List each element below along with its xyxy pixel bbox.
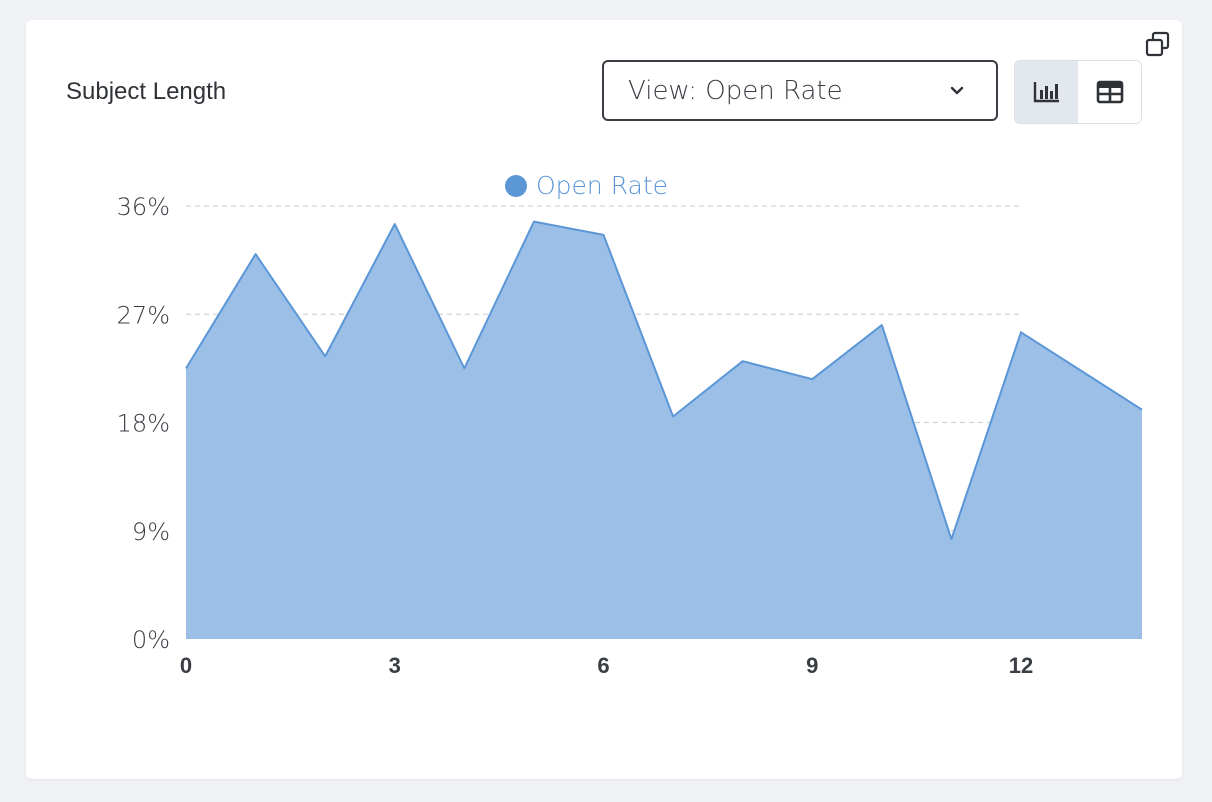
x-tick-label: 12 [1009,653,1033,678]
table-icon [1096,80,1123,104]
view-select-dropdown[interactable]: View: Open Rate [602,60,998,121]
legend-marker [505,175,527,197]
chevron-down-icon [950,86,964,94]
view-select-label: View: Open Rate [628,75,843,106]
x-tick-label: 9 [806,653,818,678]
series-area-fill [186,221,1142,639]
view-toggle-group [1014,60,1142,124]
y-tick-label: 27% [117,301,170,329]
y-tick-label: 9% [132,518,170,546]
card-title: Subject Length [66,78,227,105]
y-tick-label: 18% [117,410,170,438]
chart-view-button[interactable] [1015,61,1078,123]
x-tick-label: 6 [597,653,609,678]
expand-icon [1145,31,1170,57]
x-tick-label: 0 [180,653,192,678]
legend-label[interactable]: Open Rate [536,171,668,200]
series-line [185,220,1143,541]
x-tick-label: 3 [389,653,401,678]
table-view-button[interactable] [1078,61,1141,123]
y-tick-label: 0% [132,626,170,654]
y-tick-label: 36% [117,193,170,221]
bar-chart-icon [1033,82,1059,103]
expand-button[interactable] [1144,30,1172,58]
